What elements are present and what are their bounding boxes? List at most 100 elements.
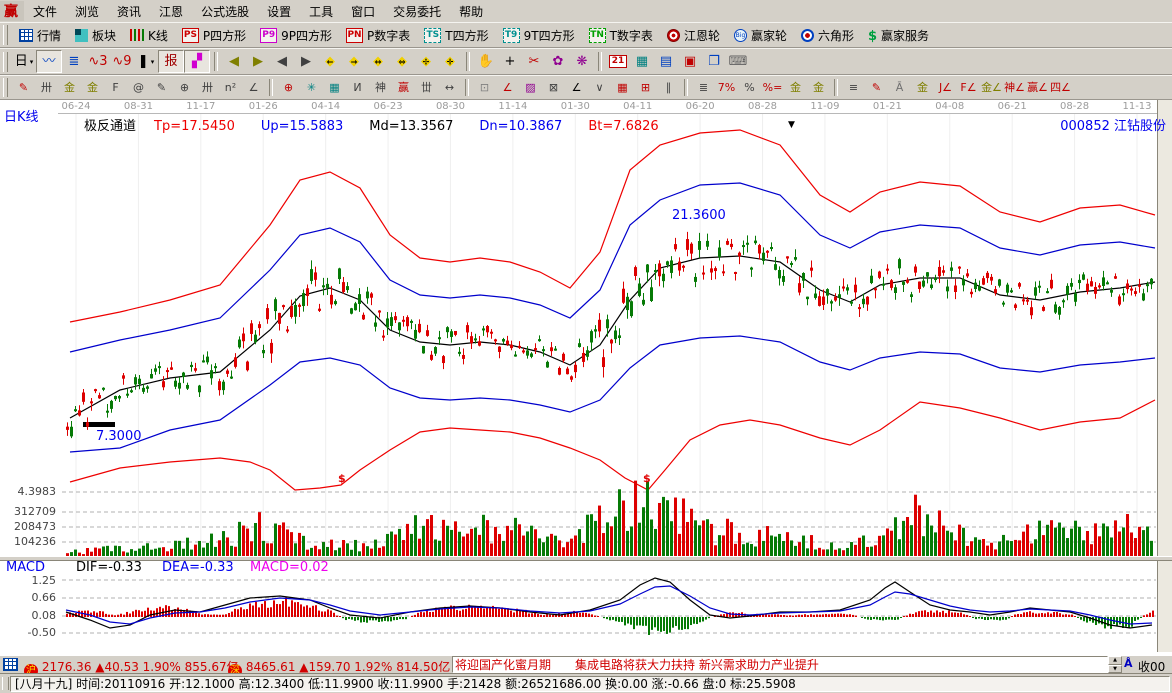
menu-item-交易委托[interactable]: 交易委托 (393, 4, 442, 19)
color-volume-toggle-button[interactable]: ▞ (184, 50, 210, 73)
box-tool-button[interactable]: ⊡ (473, 78, 496, 97)
pencil-button[interactable]: ✎ (12, 78, 35, 97)
next-button[interactable]: ▶ (294, 51, 318, 72)
menu-item-窗口[interactable]: 窗口 (351, 4, 376, 19)
toolbar-button-行情[interactable]: 行情 (12, 25, 68, 46)
grid-arrow-button[interactable]: ⊞ (634, 78, 657, 97)
menu-item-设置[interactable]: 设置 (267, 4, 292, 19)
black-fan-button[interactable]: ∠ (565, 78, 588, 97)
prev-button[interactable]: ◀ (270, 51, 294, 72)
win-angle-button[interactable]: 赢∠ (1026, 78, 1049, 97)
notes-button[interactable]: ▤ (654, 51, 678, 72)
candle-type-button[interactable]: ❚ ▾ (134, 51, 158, 72)
spiral-button[interactable]: @ (127, 78, 150, 97)
angle-tool-button[interactable]: ∠ (242, 78, 265, 97)
toolbar-button-9P四方形[interactable]: P9 9P四方形 (253, 25, 339, 46)
crosshair-button[interactable]: + (498, 51, 522, 72)
red-grid-button[interactable]: ▦ (611, 78, 634, 97)
info-panel-button[interactable]: ≣ (62, 51, 86, 72)
toolbar-button-P四方形[interactable]: PS P四方形 (175, 25, 253, 46)
shift-right-button[interactable]: ◆ → (342, 51, 366, 72)
period-selector-button[interactable]: 日 ▾ (12, 51, 36, 72)
menu-item-资讯[interactable]: 资讯 (117, 4, 142, 19)
pencil-2-button[interactable]: ✎ (865, 78, 888, 97)
gold-circle-2-button[interactable]: 金 (807, 78, 830, 97)
width-measure-button[interactable]: ↔ (438, 78, 461, 97)
gold-underline-button[interactable]: 金 (911, 78, 934, 97)
percent-line-button[interactable]: %= (761, 78, 784, 97)
pane-separator[interactable] (0, 556, 1172, 561)
win-grid-button[interactable]: 赢 (392, 78, 415, 97)
levels-2-button[interactable]: ≡ (842, 78, 865, 97)
toolbar-button-六角形[interactable]: 六角形 (794, 25, 861, 46)
spinner-down-icon[interactable]: ▼ (1108, 664, 1122, 673)
v-lines-button[interactable]: ∨ (588, 78, 611, 97)
free-draw-toggle-button[interactable]: 〰 (36, 50, 62, 73)
macd-title[interactable]: MACD (6, 560, 45, 575)
pencil-grid-button[interactable]: ✎ (150, 78, 173, 97)
levels-button[interactable]: ≣ (692, 78, 715, 97)
parallel-lines-button[interactable]: ∥ (657, 78, 680, 97)
wave-9-button[interactable]: ∿9 (110, 51, 134, 72)
save-button[interactable]: ▣ (678, 51, 702, 72)
shift-left-button[interactable]: ◆ ← (318, 51, 342, 72)
wave-3-button[interactable]: ∿3 (86, 51, 110, 72)
quote-tool-button[interactable]: И (346, 78, 369, 97)
quote-table-icon[interactable] (3, 658, 18, 671)
calculator-button[interactable]: ▦ (630, 51, 654, 72)
toolbar-grip[interactable] (3, 78, 8, 97)
windows-button[interactable]: ❐ (702, 51, 726, 72)
lines-2-button[interactable]: 卅 (196, 78, 219, 97)
menu-item-文件[interactable]: 文件 (33, 4, 58, 19)
cut-tool-button[interactable]: ✂ (522, 51, 546, 72)
dropdown-arrow-icon[interactable]: ▾ (150, 57, 155, 66)
report-toggle-button[interactable]: 报 (158, 50, 184, 73)
toolbar-button-赢家服务[interactable]: $ 赢家服务 (861, 25, 936, 46)
menu-item-帮助[interactable]: 帮助 (459, 4, 484, 19)
last-page-button[interactable]: ▶ (246, 51, 270, 72)
percent-button[interactable]: % (738, 78, 761, 97)
gann-circle-button[interactable]: ⊕ (277, 78, 300, 97)
fan-box-2-button[interactable]: ⊠ (542, 78, 565, 97)
zoom-out-all-button[interactable]: ◆ ✢ (414, 51, 438, 72)
grid-3-button[interactable]: 丗 (415, 78, 438, 97)
toolbar-grip[interactable] (3, 51, 8, 72)
gold-grid-2-button[interactable]: 金 (81, 78, 104, 97)
menu-item-浏览[interactable]: 浏览 (75, 4, 100, 19)
red-fan-button[interactable]: ∠ (496, 78, 519, 97)
period-label[interactable]: 日K线 (4, 110, 39, 125)
percent-7-button[interactable]: 7% (715, 78, 738, 97)
first-page-button[interactable]: ◀ (222, 51, 246, 72)
four-angle-button[interactable]: 四∠ (1049, 78, 1072, 97)
web-square-button[interactable]: ▦ (323, 78, 346, 97)
pan-hand-button[interactable]: ✋ (474, 51, 498, 72)
stock-code-name[interactable]: 000852 江钻股份 (1060, 119, 1166, 134)
gold-circle-1-button[interactable]: 金 (784, 78, 807, 97)
news-ticker[interactable]: 将迎国产化蜜月期 集成电路将获大力扶持 新兴需求助力产业提升 (452, 656, 1108, 673)
chart-area[interactable]: 06-24 08-31 11-17 01-26 04-14 06-23 08-30 11-14… (0, 100, 1172, 655)
toolbar-button-K线[interactable]: K线 (123, 25, 175, 46)
spiderweb-button[interactable]: ✳ (300, 78, 323, 97)
toolbar-button-江恩轮[interactable]: 江恩轮 (660, 25, 727, 46)
n-square-button[interactable]: n² (219, 78, 242, 97)
brain-tool-button[interactable]: ❋ (570, 51, 594, 72)
gann-lines-button[interactable]: 卅 (35, 78, 58, 97)
calendar-button[interactable]: 21 (606, 51, 630, 72)
toolbar-button-9T四方形[interactable]: T9 9T四方形 (496, 25, 582, 46)
fib-grid-button[interactable]: F (104, 78, 127, 97)
terminal-button[interactable]: ⌨ (726, 51, 750, 72)
menu-item-工具[interactable]: 工具 (309, 4, 334, 19)
toolbar-button-T四方形[interactable]: TS T四方形 (417, 25, 495, 46)
mark-tool-button[interactable]: ✿ (546, 51, 570, 72)
toolbar-button-赢家轮[interactable]: Big 赢家轮 (727, 25, 794, 46)
spinner-up-icon[interactable]: ▲ (1108, 656, 1122, 665)
menu-item-公式选股[interactable]: 公式选股 (201, 4, 250, 19)
price-volume-macd-chart[interactable] (0, 100, 1172, 655)
expand-button[interactable]: ◆ ↔ (366, 51, 390, 72)
f-angle-button[interactable]: F∠ (957, 78, 980, 97)
toolbar-grip[interactable] (3, 25, 8, 45)
toolbar-button-P数字表[interactable]: PN P数字表 (339, 25, 417, 46)
announcement-icon[interactable]: Å (1124, 657, 1133, 670)
a-wave-button[interactable]: Ā (888, 78, 911, 97)
gold-grid-1-button[interactable]: 金 (58, 78, 81, 97)
